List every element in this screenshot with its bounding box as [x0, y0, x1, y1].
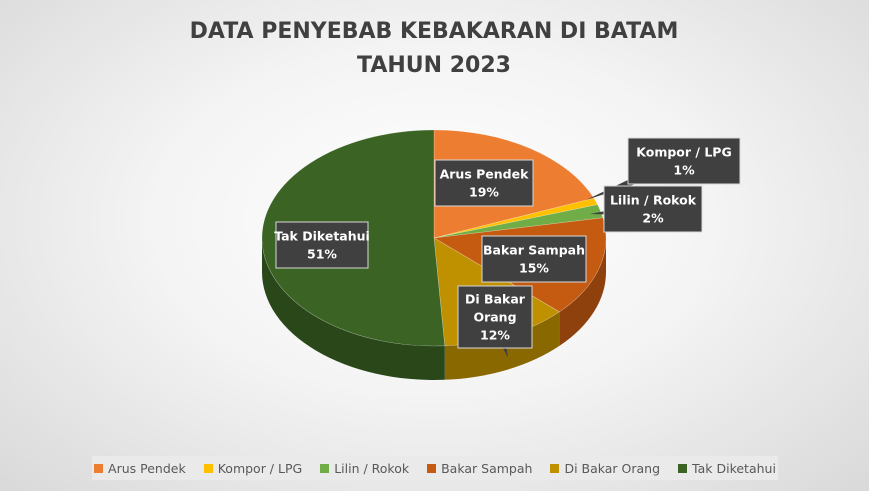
data-label-name: Arus Pendek	[440, 167, 529, 182]
legend-swatch	[320, 463, 330, 473]
data-label-name: Bakar Sampah	[483, 243, 585, 258]
data-label-box	[627, 137, 741, 185]
legend-label: Bakar Sampah	[441, 460, 533, 476]
pie-slice-kompor-lpg	[433, 197, 599, 239]
pie-slice-lilin-rokok	[433, 204, 604, 239]
data-label-value: 51%	[307, 247, 337, 262]
legend-item-tak-diketahui: Tak Diketahui	[678, 461, 776, 476]
data-label-value: 19%	[469, 185, 499, 200]
data-label-name: Di Bakar	[465, 292, 526, 307]
data-label-box	[481, 235, 587, 283]
data-label-bakar-sampah: Bakar Sampah 15%	[481, 235, 587, 283]
data-label-tak-diketahui: Tak Diketahui 51%	[274, 221, 370, 269]
legend-label: Lilin / Rokok	[334, 460, 410, 476]
legend-label: Di Bakar Orang	[564, 460, 661, 476]
legend-swatch	[678, 463, 688, 473]
data-label-box	[603, 185, 703, 233]
legend-label: Arus Pendek	[108, 460, 186, 476]
data-label-box	[457, 285, 533, 349]
data-label-name: Lilin / Rokok	[610, 193, 697, 208]
data-label-di-bakar-orang: Di Bakar Orang 12%	[457, 285, 533, 358]
chart-legend: Arus Pendek Kompor / LPG Lilin / Rokok Baka…	[92, 456, 778, 480]
legend-swatch	[427, 463, 437, 473]
data-label-value: 12%	[480, 328, 510, 343]
data-label-value: 15%	[519, 261, 549, 276]
data-label-name: Orang	[473, 310, 516, 325]
chart-title-line-2: TAHUN 2023	[357, 53, 511, 78]
legend-item-lilin-rokok: Lilin / Rokok	[320, 461, 409, 476]
data-label-box	[275, 221, 369, 269]
legend-swatch	[550, 463, 560, 473]
legend-swatch	[203, 463, 213, 473]
data-label-name: Tak Diketahui	[274, 229, 370, 244]
legend-label: Kompor / LPG	[217, 460, 303, 476]
data-label-lilin-rokok: Lilin / Rokok 2%	[590, 185, 703, 233]
pie-side-bakar-sampah	[559, 238, 606, 346]
legend-item-bakar-sampah: Bakar Sampah	[427, 461, 532, 476]
data-label-value: 1%	[673, 163, 695, 178]
data-label-arus-pendek: Arus Pendek 19%	[434, 159, 534, 207]
legend-item-di-bakar-orang: Di Bakar Orang	[550, 461, 660, 476]
chart-title-line-1: DATA PENYEBAB KEBAKARAN DI BATAM	[190, 19, 679, 44]
legend-item-arus-pendek: Arus Pendek	[94, 461, 186, 476]
data-label-name: Kompor / LPG	[636, 145, 731, 160]
data-label-box	[434, 159, 534, 207]
data-label-value: 2%	[642, 211, 664, 226]
legend-swatch	[94, 463, 104, 473]
legend-label: Tak Diketahui	[692, 460, 776, 476]
pie-side-tak-diketahui	[262, 238, 445, 380]
legend-item-kompor-lpg: Kompor / LPG	[203, 460, 303, 476]
